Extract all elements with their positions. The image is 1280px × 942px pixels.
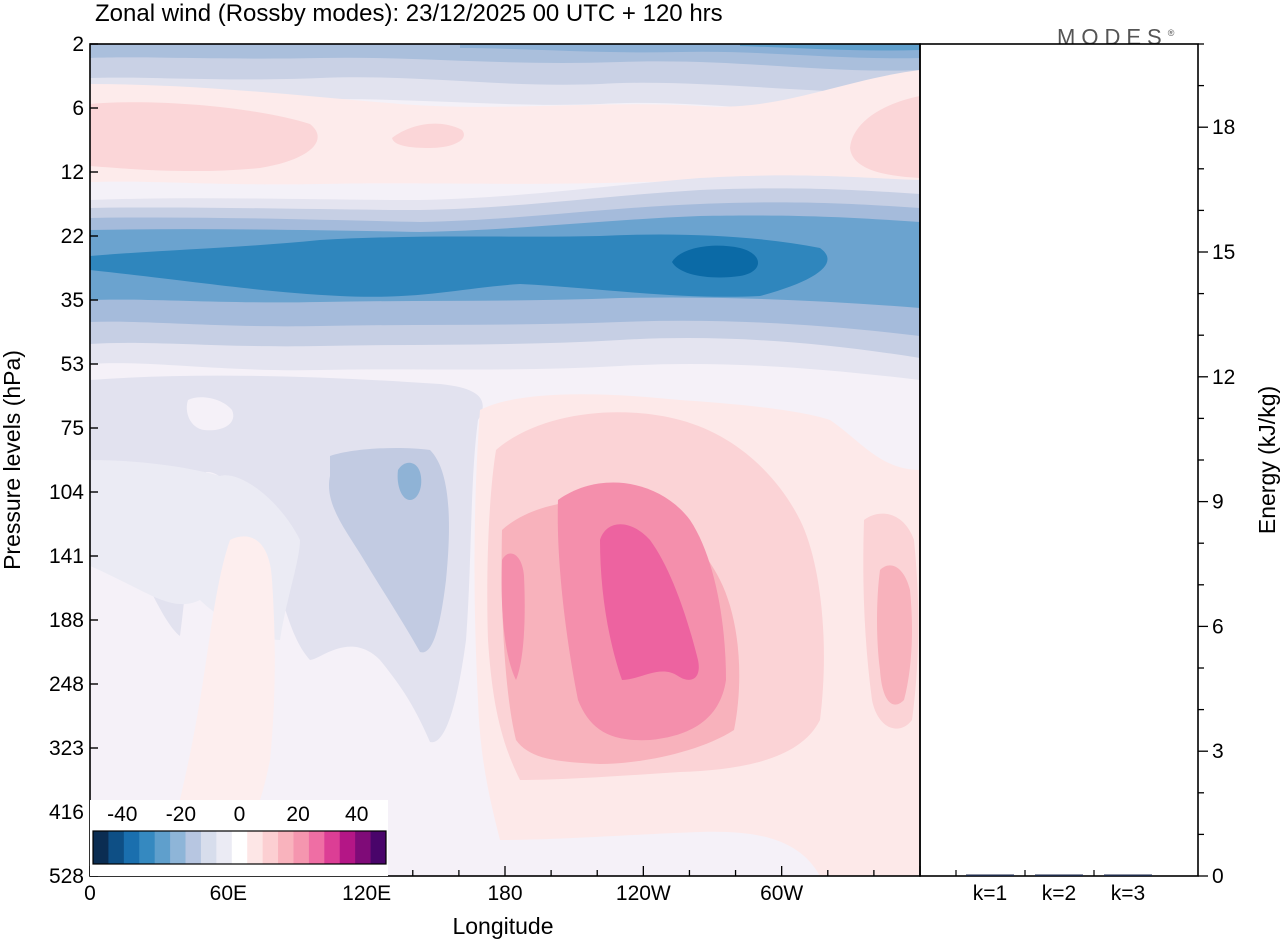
- positive-band-outer: [90, 70, 920, 190]
- colorbar-cell: [339, 831, 356, 864]
- colorbar-cell: [231, 831, 248, 864]
- colorbar-cell: [293, 831, 310, 864]
- energy-bar: [966, 874, 1014, 876]
- colorbar-cell: [154, 831, 171, 864]
- energy-tick-label: 6: [1212, 615, 1224, 638]
- modes-logo-text: MODES: [1057, 24, 1168, 50]
- y-tick-label: 188: [49, 609, 84, 632]
- energy-bar: [1104, 874, 1152, 876]
- energy-tick-label: 15: [1212, 241, 1235, 264]
- registered-mark: ®: [1167, 28, 1175, 38]
- energy-category-label: k=3: [1111, 882, 1145, 905]
- x-tick-label: 120W: [616, 882, 671, 905]
- energy-axis: 0 3 6 9 12 15 18: [1198, 43, 1235, 888]
- positive-lobe-west: [90, 102, 318, 172]
- colorbar-cell: [200, 831, 217, 864]
- energy-category-label: k=1: [973, 882, 1007, 905]
- chart-title: Zonal wind (Rossby modes): 23/12/2025 00…: [95, 0, 723, 27]
- colorbar-label: 40: [345, 803, 368, 826]
- positive-lobe-east: [850, 96, 920, 178]
- y-tick-label: 35: [61, 289, 84, 312]
- colorbar-cell: [108, 831, 125, 864]
- jet-minimum: [672, 245, 758, 278]
- colorbar-cell: [370, 831, 387, 864]
- energy-category-axis: k=1 k=2 k=3: [955, 870, 1145, 905]
- colorbar-cell: [324, 831, 341, 864]
- y-tick-label: 416: [49, 801, 84, 824]
- colorbar-cell: [355, 831, 371, 864]
- energy-tick-label: 3: [1212, 740, 1224, 763]
- top-band-5: [740, 44, 920, 51]
- colorbar-cell: [262, 831, 279, 864]
- y-tick-label: 528: [49, 865, 84, 888]
- energy-bars: [966, 874, 1152, 876]
- colorbar-frame: [92, 830, 387, 865]
- x-tick-label: 120E: [342, 882, 391, 905]
- colorbar-cell: [93, 831, 109, 864]
- longitude-axis: 0 60E 120E 180 120W 60W: [84, 866, 921, 905]
- y-tick-label: 104: [49, 481, 84, 504]
- x-tick-label: 60W: [760, 882, 803, 905]
- colorbar-cell: [123, 831, 140, 864]
- y-axis-title: Pressure levels (hPa): [0, 350, 25, 570]
- modes-logo: MODES®: [1057, 20, 1174, 50]
- colorbar: -40 -20 0 20 40: [90, 800, 388, 876]
- wind-contour-field: [90, 44, 920, 876]
- colorbar-label: 0: [234, 803, 246, 826]
- colorbar-cell: [139, 831, 156, 864]
- y-tick-label: 248: [49, 673, 84, 696]
- energy-tick-label: 9: [1212, 491, 1224, 514]
- energy-tick-label: 18: [1212, 116, 1235, 139]
- y-tick-label: 141: [49, 545, 84, 568]
- energy-tick-label: 12: [1212, 366, 1235, 389]
- y-tick-label: 75: [61, 417, 84, 440]
- positive-maximum: [600, 524, 699, 680]
- colorbar-label: -40: [107, 803, 137, 826]
- positive-secondary-lobe: [501, 553, 525, 680]
- positive-lobe-central: [392, 123, 464, 148]
- colorbar-cell: [278, 831, 294, 864]
- colorbar-cell: [247, 831, 264, 864]
- y-tick-label: 12: [61, 161, 84, 184]
- colorbar-cells: [92, 830, 387, 865]
- x-axis-title: Longitude: [452, 913, 553, 939]
- colorbar-cell: [170, 831, 186, 864]
- x-tick-label: 0: [84, 882, 96, 905]
- colorbar-cell: [308, 831, 325, 864]
- colorbar-label: -20: [166, 803, 196, 826]
- energy-panel-frame: [919, 43, 1199, 877]
- pressure-axis: 2 6 12 22 35 53 75 104 141 188 248 323 416 528: [49, 33, 98, 888]
- y-tick-label: 2: [72, 33, 84, 56]
- y-tick-label: 6: [72, 97, 84, 120]
- neutral-pocket: [186, 397, 234, 431]
- colorbar-cell: [216, 831, 233, 864]
- jet-core: [90, 234, 828, 297]
- colorbar-label: 20: [286, 803, 309, 826]
- x-tick-label: 180: [487, 882, 522, 905]
- colorbar-labels: -40 -20 0 20 40: [107, 803, 368, 826]
- energy-tick-label: 0: [1212, 865, 1224, 888]
- energy-bar: [1035, 874, 1083, 876]
- energy-category-label: k=2: [1042, 882, 1076, 905]
- y-tick-label: 53: [61, 353, 84, 376]
- negative-region-inner: [328, 448, 449, 653]
- y-tick-label: 323: [49, 737, 84, 760]
- y-tick-label: 22: [61, 225, 84, 248]
- negative-minimum: [397, 462, 422, 500]
- positive-east-lobe-inner: [877, 565, 912, 705]
- x-tick-label: 60E: [210, 882, 247, 905]
- colorbar-cell: [185, 831, 202, 864]
- energy-axis-title: Energy (kJ/kg): [1254, 386, 1280, 534]
- positive-west-lobe: [170, 536, 275, 840]
